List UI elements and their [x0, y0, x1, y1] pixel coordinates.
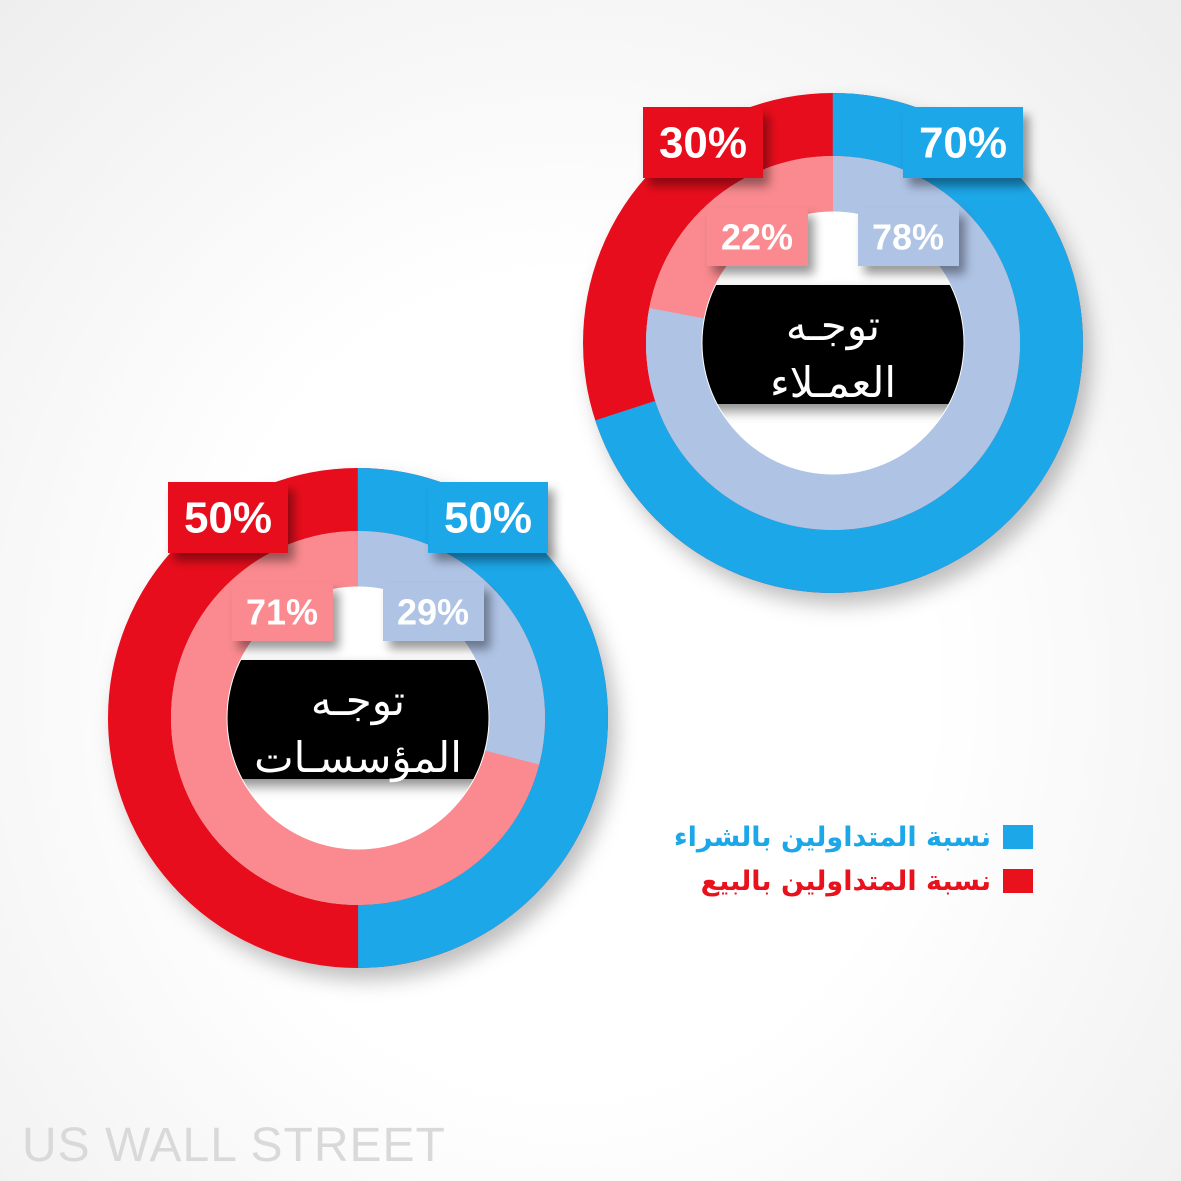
clients-center-title-line2: العمـلاء	[770, 358, 896, 407]
clients-center-group: توجـه العمـلاء	[702, 285, 964, 407]
clients-inner-buy-label: 78%	[872, 217, 944, 258]
legend-sell-swatch	[1003, 869, 1033, 893]
institutions-center-group: توجـه المؤسسـات	[227, 660, 489, 782]
institutions-inner-buy-label: 29%	[397, 592, 469, 633]
institutions-outer-sell-label-box	[168, 482, 288, 553]
clients-inner-sell-label: 22%	[721, 217, 793, 258]
institutions-inner-sell-label-box	[232, 583, 333, 641]
institutions-inner-buy-label-box	[383, 583, 484, 641]
legend-row-sell: نسبة المتداولين بالبيع	[701, 864, 1033, 898]
clients-inner-ring-buy-arc	[646, 156, 1020, 530]
clients-outer-sell-label: 30%	[659, 119, 747, 168]
clients-outer-sell-label-box	[643, 107, 763, 178]
legend-sell-label: نسبة المتداولين بالبيع	[700, 865, 991, 897]
institutions-callouts: 50% 50% 71% 29%	[168, 482, 548, 641]
clients-outer-buy-label: 70%	[919, 119, 1007, 168]
institutions-center-title-line2: المؤسسـات	[254, 733, 462, 782]
legend-buy-label: نسبة المتداولين بالشراء	[673, 821, 991, 853]
clients-center-title-line1: توجـه	[786, 301, 880, 350]
clients-outer-buy-label-box	[903, 107, 1023, 178]
institutions-center-title-line1: توجـه	[311, 676, 405, 725]
institutions-inner-ring-buy-arc	[171, 531, 545, 905]
institutions-outer-buy-label-box	[428, 482, 548, 553]
clients-inner-sell-label-box	[707, 208, 808, 266]
donut-chart-clients: توجـه العمـلاء 30% 70% 22% 78%	[583, 93, 1083, 593]
clients-inner-buy-label-box	[858, 208, 959, 266]
watermark-text: US WALL STREET	[22, 1119, 446, 1172]
legend-buy-swatch	[1003, 825, 1033, 849]
institutions-inner-sell-label: 71%	[246, 592, 318, 633]
clients-center-title-box	[702, 285, 964, 404]
clients-outer-ring-buy-arc	[583, 93, 1083, 593]
institutions-outer-sell-label: 50%	[184, 494, 272, 543]
clients-callouts: 30% 70% 22% 78%	[643, 107, 1023, 266]
legend-row-buy: نسبة المتداولين بالشراء	[674, 820, 1033, 854]
institutions-outer-buy-label: 50%	[444, 494, 532, 543]
donut-chart-institutions: توجـه المؤسسـات 50% 50% 71% 29%	[108, 468, 608, 968]
institutions-outer-ring-buy-arc	[108, 468, 608, 968]
institutions-center-title-box	[227, 660, 489, 779]
